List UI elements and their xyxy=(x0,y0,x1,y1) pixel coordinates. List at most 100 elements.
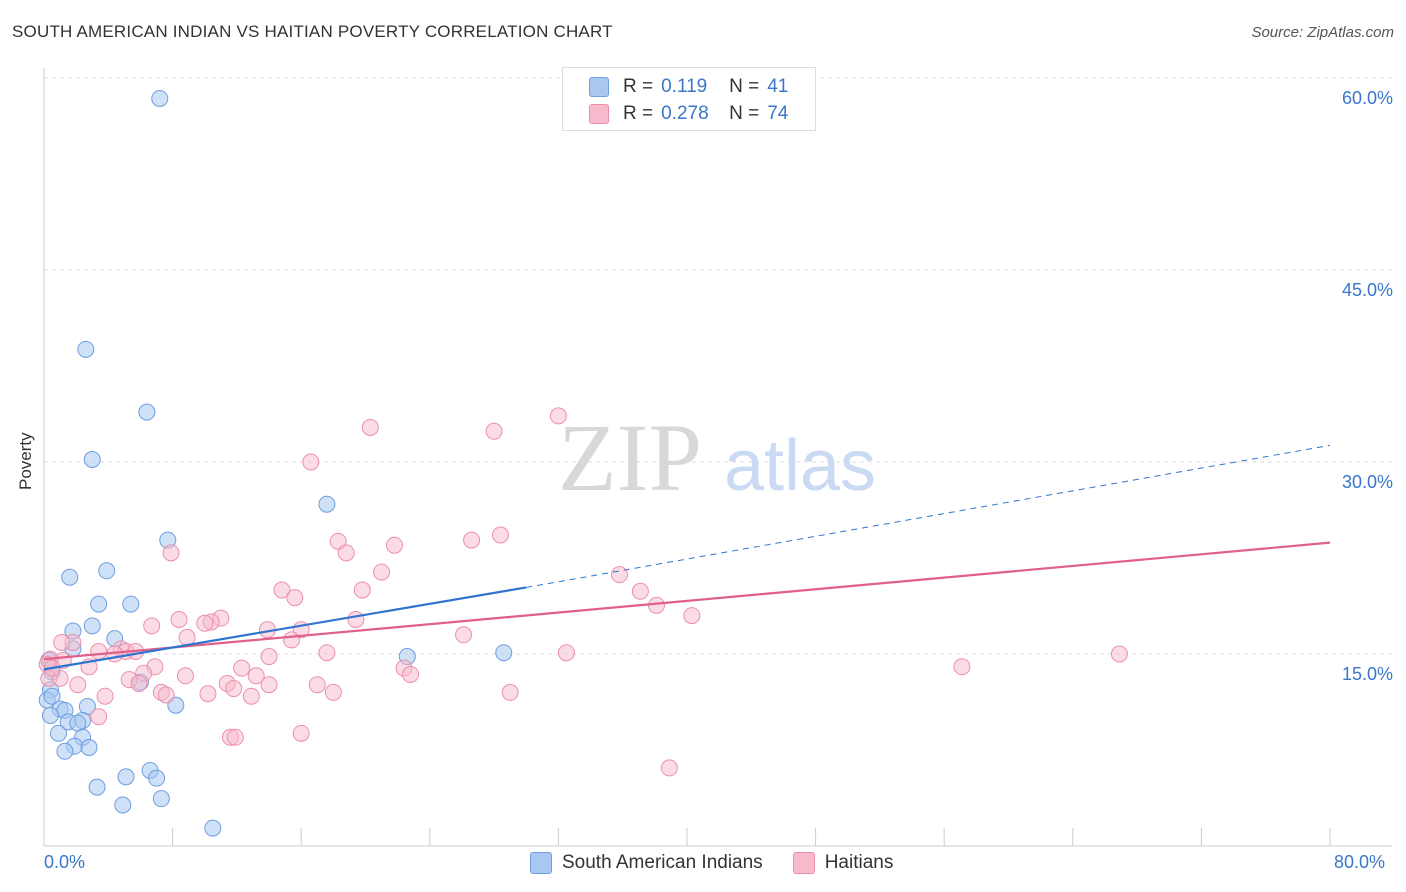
data-point-south-american-indians xyxy=(204,819,222,837)
data-point-haitians xyxy=(557,644,575,662)
data-point-haitians xyxy=(353,581,371,599)
y-tick-label: 60.0% xyxy=(1342,88,1393,108)
data-point-haitians xyxy=(53,633,71,651)
data-point-haitians xyxy=(347,610,365,628)
legend-label: South American Indians xyxy=(562,852,763,873)
watermark-zip: ZIP xyxy=(558,404,702,511)
data-point-haitians xyxy=(176,667,194,685)
data-point-haitians xyxy=(226,728,244,746)
legend-stats: R = 0.119 N = 41 R = 0.278 N = 74 xyxy=(562,67,816,131)
legend-swatch-blue xyxy=(530,852,552,874)
data-point-south-american-indians xyxy=(152,790,170,808)
data-point-south-american-indians xyxy=(43,687,61,705)
data-point-haitians xyxy=(69,676,87,694)
data-point-haitians xyxy=(283,631,301,649)
r-label: R = xyxy=(623,76,654,97)
data-point-haitians xyxy=(492,526,510,544)
data-point-haitians xyxy=(385,536,403,554)
trend-line-south-american-indians xyxy=(43,586,527,671)
legend-swatch-pink xyxy=(792,852,815,874)
data-point-haitians xyxy=(247,667,265,685)
data-point-haitians xyxy=(318,644,336,662)
data-point-south-american-indians xyxy=(114,796,132,814)
data-point-haitians xyxy=(324,683,342,701)
data-point-haitians xyxy=(242,687,260,705)
data-point-haitians xyxy=(683,607,701,625)
data-point-haitians xyxy=(1110,645,1128,663)
data-point-haitians xyxy=(162,544,180,562)
data-point-haitians xyxy=(90,642,108,660)
y-axis-label: Poverty xyxy=(16,432,35,490)
n-label: N = xyxy=(729,103,760,124)
legend-series: South American Indians Haitians xyxy=(530,852,923,874)
data-point-haitians xyxy=(260,676,278,694)
data-point-haitians xyxy=(178,628,196,646)
data-point-haitians xyxy=(463,531,481,549)
data-point-south-american-indians xyxy=(98,562,116,580)
legend-item-south-american-indians[interactable]: South American Indians xyxy=(530,852,763,874)
chart-title: SOUTH AMERICAN INDIAN VS HAITIAN POVERTY… xyxy=(12,22,613,41)
data-point-haitians xyxy=(485,422,503,440)
data-point-south-american-indians xyxy=(122,595,140,613)
data-point-haitians xyxy=(143,617,161,635)
legend-row-haitians: R = 0.278 N = 74 xyxy=(589,102,788,126)
r-value: 0.278 xyxy=(661,103,709,124)
data-point-haitians xyxy=(308,676,326,694)
data-point-south-american-indians xyxy=(56,742,74,760)
data-point-haitians xyxy=(660,759,678,777)
data-point-haitians xyxy=(610,566,628,584)
n-value: 74 xyxy=(767,103,789,124)
data-point-haitians xyxy=(302,453,320,471)
y-tick-label: 15.0% xyxy=(1342,664,1393,684)
trend-line-haitians xyxy=(43,541,1331,661)
y-tick-label: 45.0% xyxy=(1342,280,1393,300)
trend-lines xyxy=(43,444,1331,671)
data-point-haitians xyxy=(90,708,108,726)
data-point-haitians xyxy=(329,532,347,550)
data-point-south-american-indians xyxy=(90,595,108,613)
data-point-haitians xyxy=(157,686,175,704)
legend-label: Haitians xyxy=(824,852,894,873)
data-point-south-american-indians xyxy=(41,706,59,724)
data-point-haitians xyxy=(501,683,519,701)
data-point-haitians xyxy=(455,626,473,644)
legend-swatch-pink xyxy=(589,104,609,124)
data-point-south-american-indians xyxy=(318,495,336,513)
legend-item-haitians[interactable]: Haitians xyxy=(792,852,894,874)
data-point-haitians xyxy=(199,685,217,703)
data-point-south-american-indians xyxy=(117,768,135,786)
data-point-haitians xyxy=(286,589,304,607)
data-point-south-american-indians xyxy=(49,724,67,742)
r-label: R = xyxy=(623,103,654,124)
data-point-haitians xyxy=(96,687,114,705)
data-point-haitians xyxy=(953,658,971,676)
data-point-south-american-indians xyxy=(61,568,79,586)
source-label: Source: ZipAtlas.com xyxy=(1251,24,1394,41)
data-point-haitians xyxy=(361,418,379,436)
x-tick-label-min: 0.0% xyxy=(44,852,86,872)
data-point-haitians xyxy=(170,610,188,628)
data-point-south-american-indians xyxy=(138,403,156,421)
watermark: ZIP atlas xyxy=(558,404,876,511)
data-point-haitians xyxy=(647,596,665,614)
watermark-atlas: atlas xyxy=(724,426,876,506)
data-point-south-american-indians xyxy=(80,738,98,756)
n-value: 41 xyxy=(767,76,789,97)
axes xyxy=(43,68,1392,847)
series-south-american-indians xyxy=(38,89,513,837)
data-point-haitians xyxy=(337,544,355,562)
data-point-haitians xyxy=(549,407,567,425)
data-point-haitians xyxy=(631,582,649,600)
data-point-south-american-indians xyxy=(495,644,513,662)
data-point-haitians xyxy=(130,674,148,692)
grid-lines xyxy=(44,77,1392,655)
data-point-haitians xyxy=(225,680,243,698)
data-point-south-american-indians xyxy=(69,714,87,732)
trend-line-south-american-indians-extension xyxy=(526,444,1331,588)
data-point-south-american-indians xyxy=(88,778,106,796)
data-point-haitians xyxy=(233,659,251,677)
x-tick-label-max: 80.0% xyxy=(1334,852,1386,872)
data-point-haitians xyxy=(260,648,278,666)
data-point-south-american-indians xyxy=(151,89,169,107)
data-point-south-american-indians xyxy=(83,617,101,635)
